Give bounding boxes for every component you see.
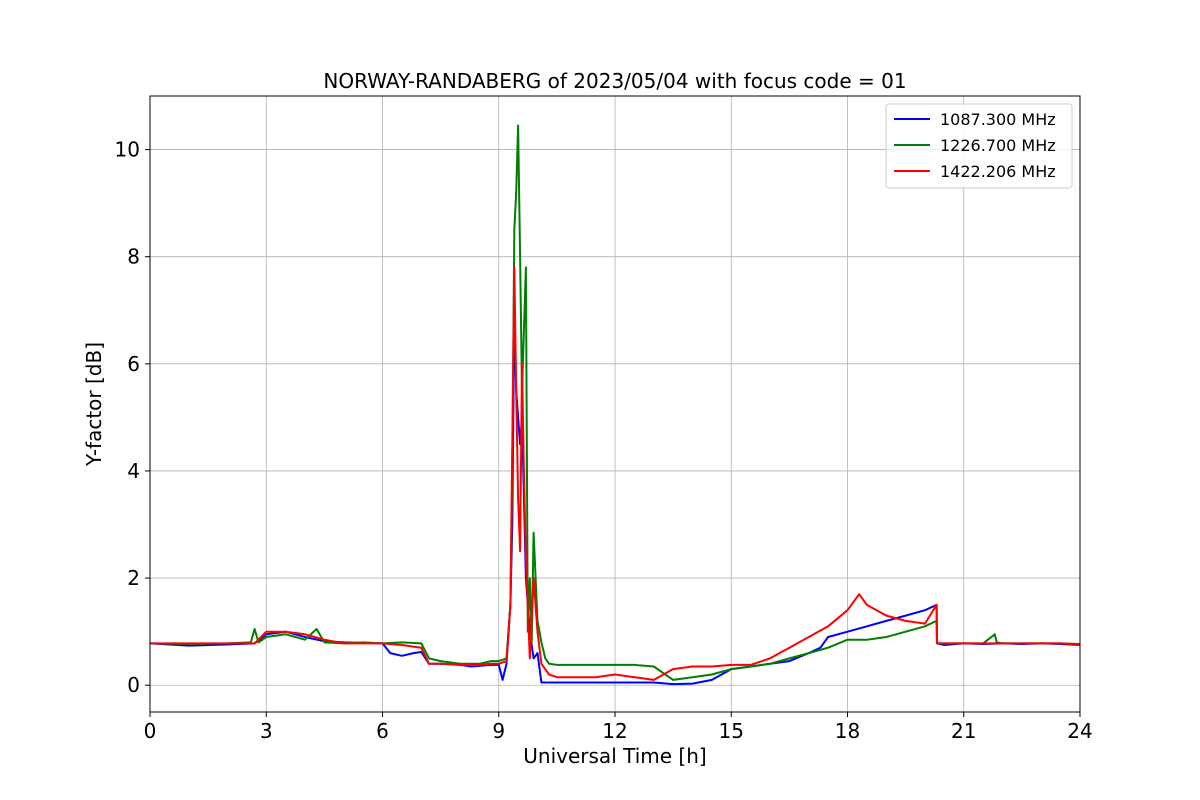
x-tick-label: 0	[144, 719, 157, 743]
y-tick-label: 10	[115, 138, 140, 162]
y-tick-label: 8	[127, 245, 140, 269]
y-axis-ticks: 0 2 4 6 8 10	[115, 138, 150, 697]
legend: 1087.300 MHz 1226.700 MHz 1422.206 MHz	[885, 103, 1073, 189]
x-tick-label: 6	[376, 719, 389, 743]
x-tick-label: 3	[260, 719, 273, 743]
x-axis-label: Universal Time [h]	[523, 744, 706, 768]
y-axis-label: Y-factor [dB]	[82, 342, 106, 467]
x-tick-label: 21	[951, 719, 976, 743]
legend-entry: 1422.206 MHz	[940, 162, 1056, 181]
legend-entry: 1087.300 MHz	[940, 110, 1056, 129]
series-line-2	[150, 266, 1081, 681]
chart-title: NORWAY-RANDABERG of 2023/05/04 with focu…	[323, 69, 906, 93]
series-lines	[149, 124, 1081, 686]
y-tick-label: 6	[127, 352, 140, 376]
legend-box	[885, 103, 1073, 189]
y-tick-label: 0	[127, 673, 140, 697]
x-tick-label: 24	[1067, 719, 1092, 743]
legend-entry: 1226.700 MHz	[940, 136, 1056, 155]
x-tick-label: 18	[835, 719, 860, 743]
x-tick-label: 15	[719, 719, 744, 743]
series-line-0	[149, 309, 1081, 686]
y-tick-label: 2	[127, 566, 140, 590]
x-axis-ticks: 0 3 6 9 12 15 18 21 24	[144, 712, 1093, 743]
y-tick-label: 4	[127, 459, 140, 483]
x-tick-label: 9	[492, 719, 505, 743]
x-tick-label: 12	[602, 719, 627, 743]
